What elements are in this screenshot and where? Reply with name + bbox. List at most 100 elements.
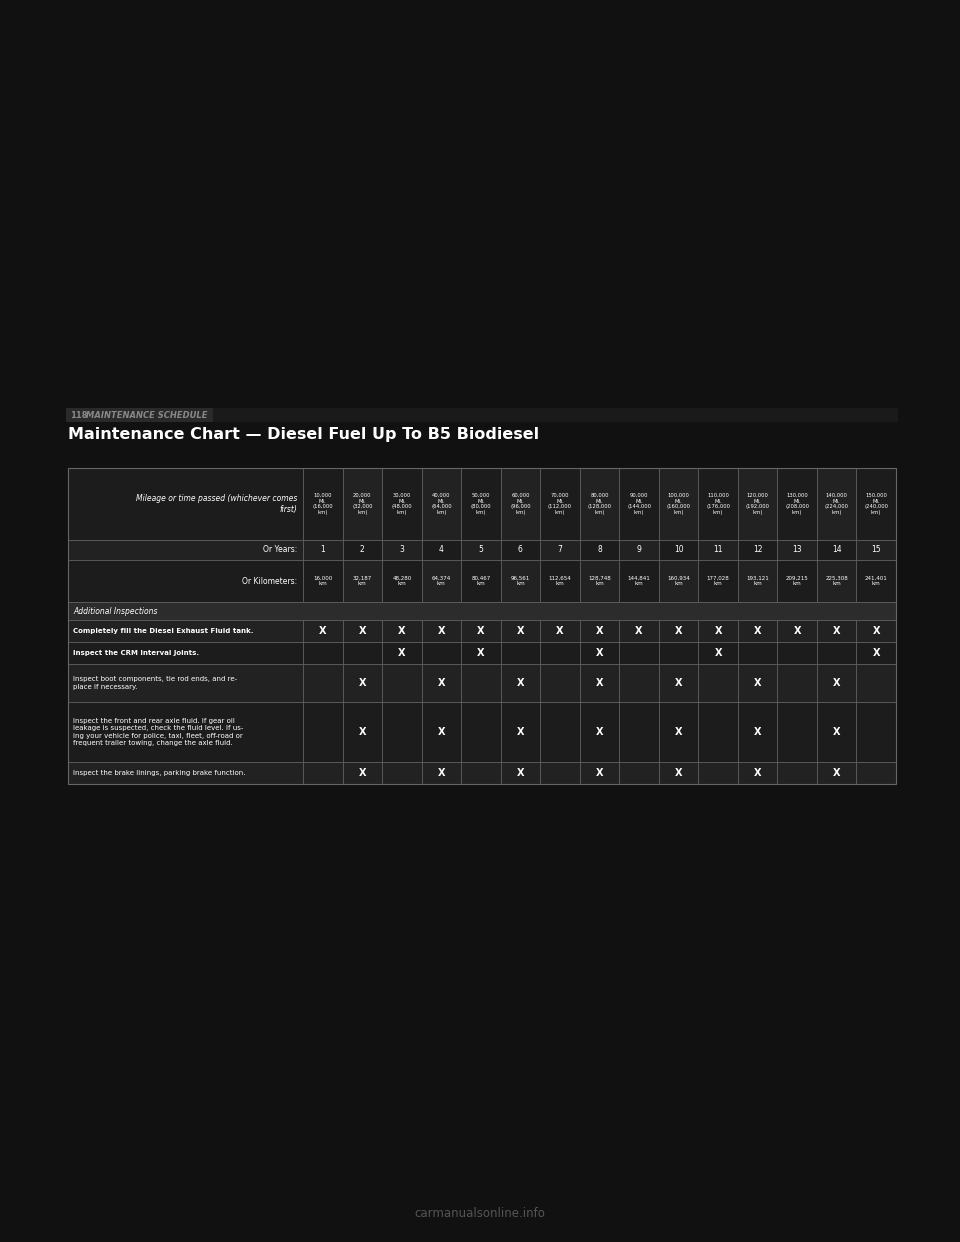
Bar (68, 468, 896, 784)
Bar (461, 620, 501, 642)
Text: X: X (754, 626, 761, 636)
Bar (778, 763, 817, 784)
Bar (68, 642, 303, 664)
Text: 3: 3 (399, 545, 404, 554)
Bar (778, 642, 817, 664)
Bar (698, 468, 738, 540)
Bar (619, 468, 659, 540)
Bar (580, 763, 619, 784)
Text: 177,028
km: 177,028 km (707, 575, 730, 586)
Text: 16,000
km: 16,000 km (313, 575, 332, 586)
Text: X: X (873, 648, 880, 658)
Bar (501, 642, 540, 664)
Bar (382, 664, 421, 702)
Bar (382, 560, 421, 602)
Text: X: X (833, 727, 840, 737)
Bar (817, 664, 856, 702)
Text: Or Years:: Or Years: (263, 545, 297, 554)
Text: Maintenance Chart — Diesel Fuel Up To B5 Biodiesel: Maintenance Chart — Diesel Fuel Up To B5… (68, 427, 540, 442)
Bar (619, 664, 659, 702)
Bar (421, 702, 461, 763)
Bar (68, 664, 303, 702)
Text: X: X (319, 626, 326, 636)
Text: carmanualsonline.info: carmanualsonline.info (415, 1207, 545, 1220)
Text: 5: 5 (478, 545, 483, 554)
Bar (659, 664, 698, 702)
Bar (343, 540, 382, 560)
Bar (68, 763, 303, 784)
Text: 7: 7 (558, 545, 563, 554)
Text: 2: 2 (360, 545, 365, 554)
Bar (580, 468, 619, 540)
Text: 96,561
km: 96,561 km (511, 575, 530, 586)
Bar (461, 763, 501, 784)
Text: 9: 9 (636, 545, 641, 554)
Bar (619, 540, 659, 560)
Text: Mileage or time passed (whichever comes
first): Mileage or time passed (whichever comes … (135, 494, 297, 514)
Bar (659, 540, 698, 560)
Bar (303, 702, 343, 763)
Text: 8: 8 (597, 545, 602, 554)
Bar (856, 540, 896, 560)
Bar (817, 702, 856, 763)
Bar (817, 763, 856, 784)
Bar (817, 540, 856, 560)
Text: 112,654
km: 112,654 km (548, 575, 571, 586)
Bar (817, 642, 856, 664)
Bar (619, 763, 659, 784)
Text: 100,000
Mi.
(160,000
km): 100,000 Mi. (160,000 km) (666, 493, 690, 515)
Text: Completely fill the Diesel Exhaust Fluid tank.: Completely fill the Diesel Exhaust Fluid… (73, 628, 253, 633)
Bar (303, 468, 343, 540)
Bar (421, 763, 461, 784)
Bar (738, 560, 778, 602)
Text: 90,000
Mi.
(144,000
km): 90,000 Mi. (144,000 km) (627, 493, 651, 515)
Text: X: X (833, 678, 840, 688)
Bar (421, 560, 461, 602)
Bar (540, 702, 580, 763)
Text: Inspect boot components, tie rod ends, and re-
place if necessary.: Inspect boot components, tie rod ends, a… (73, 676, 237, 689)
Text: 10,000
Mi.
(16,000
km): 10,000 Mi. (16,000 km) (312, 493, 333, 515)
Text: 1: 1 (321, 545, 325, 554)
Bar (738, 620, 778, 642)
Bar (856, 620, 896, 642)
Text: X: X (714, 626, 722, 636)
Text: 160,934
km: 160,934 km (667, 575, 690, 586)
Text: X: X (477, 626, 485, 636)
Text: 225,308
km: 225,308 km (826, 575, 848, 586)
Bar (501, 468, 540, 540)
Text: 32,187
km: 32,187 km (352, 575, 372, 586)
Text: X: X (516, 727, 524, 737)
Bar (619, 620, 659, 642)
Bar (461, 560, 501, 602)
Bar (68, 468, 303, 540)
Bar (856, 642, 896, 664)
Text: X: X (358, 678, 366, 688)
Bar (698, 560, 738, 602)
Bar (501, 560, 540, 602)
Bar (540, 664, 580, 702)
Text: Or Kilometers:: Or Kilometers: (242, 576, 297, 585)
Bar (213, 409, 898, 422)
Text: 6: 6 (518, 545, 523, 554)
Bar (778, 540, 817, 560)
Text: 128,748
km: 128,748 km (588, 575, 611, 586)
Text: X: X (516, 768, 524, 777)
Bar (421, 468, 461, 540)
Text: 14: 14 (832, 545, 842, 554)
Bar (343, 763, 382, 784)
Bar (580, 702, 619, 763)
Text: 130,000
Mi.
(208,000
km): 130,000 Mi. (208,000 km) (785, 493, 809, 515)
Text: X: X (438, 768, 445, 777)
Text: X: X (438, 727, 445, 737)
Text: 110,000
Mi.
(176,000
km): 110,000 Mi. (176,000 km) (707, 493, 731, 515)
Text: X: X (477, 648, 485, 658)
Bar (501, 620, 540, 642)
Bar (382, 702, 421, 763)
Bar (303, 642, 343, 664)
Bar (303, 763, 343, 784)
Text: X: X (556, 626, 564, 636)
Bar (421, 540, 461, 560)
Bar (303, 540, 343, 560)
Text: X: X (358, 626, 366, 636)
Text: X: X (675, 768, 683, 777)
